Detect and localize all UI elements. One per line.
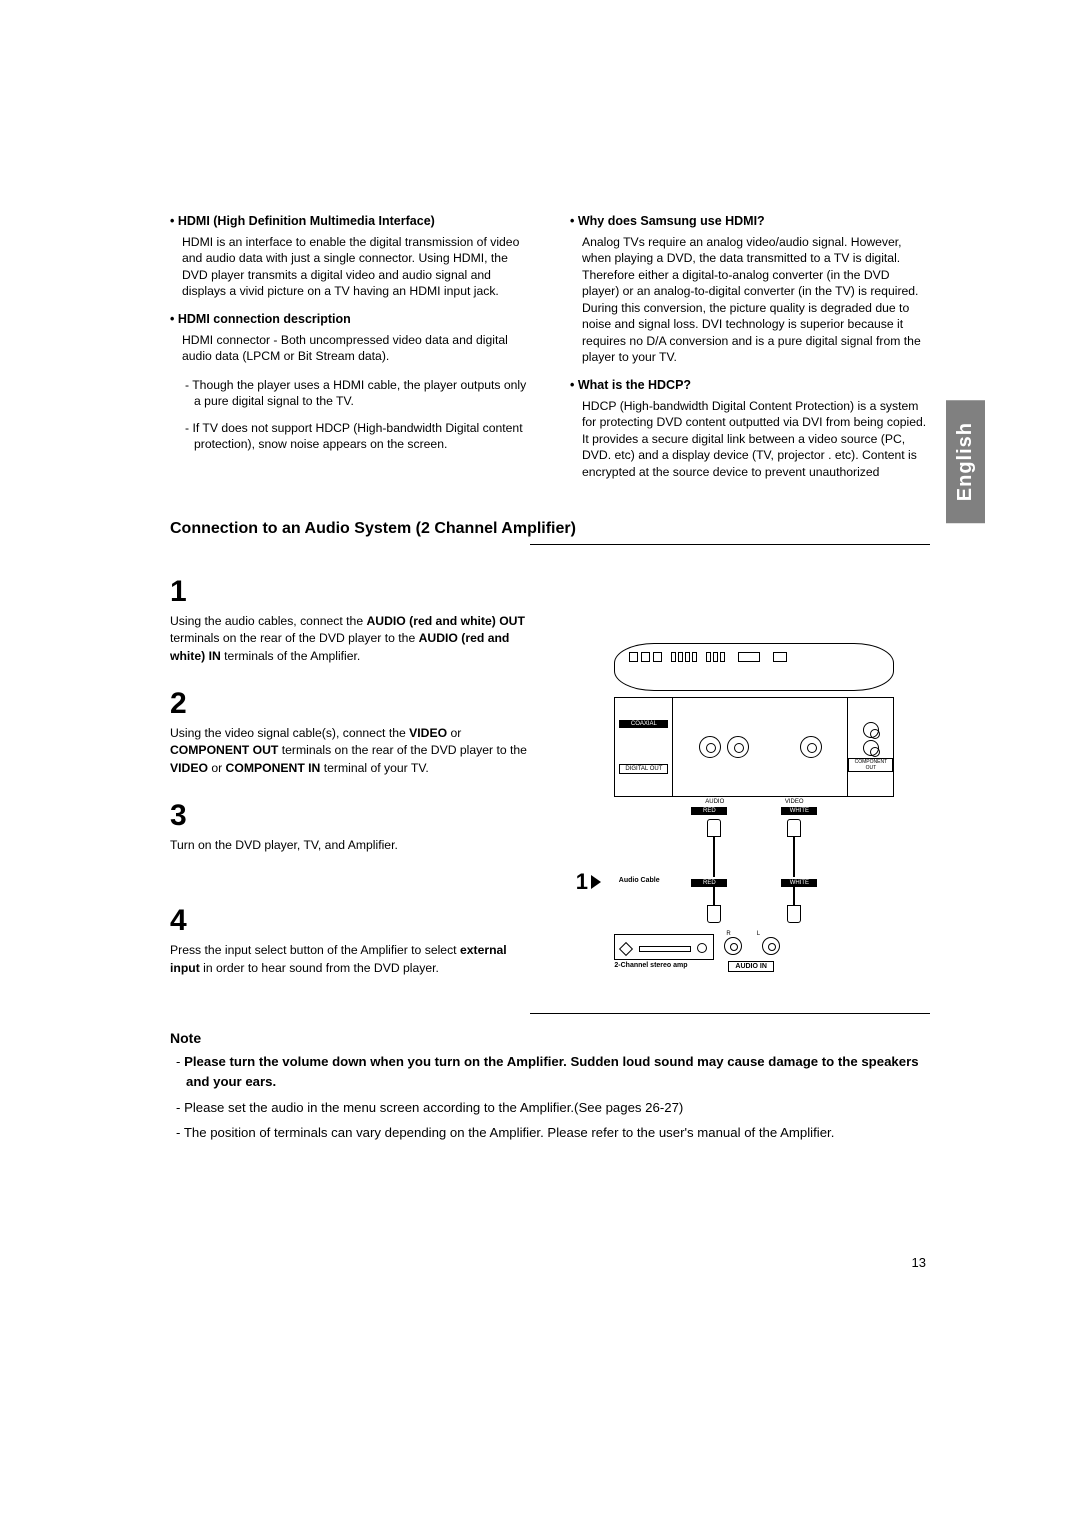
s1e: terminals of the Amplifier. xyxy=(221,649,361,663)
step-3-text: Turn on the DVD player, TV, and Amplifie… xyxy=(170,837,539,854)
hdcp-body: HDCP (High-bandwidth Digital Content Pro… xyxy=(570,398,930,480)
component-out-label: COMPONENT OUT xyxy=(848,758,893,772)
hdmi-conn-heading: HDMI connection description xyxy=(170,312,530,326)
white-label-2: WHITE xyxy=(781,879,817,887)
audio-cable-label: Audio Cable xyxy=(619,877,660,884)
step-1-number: 1 xyxy=(170,575,539,609)
amplifier-icon xyxy=(614,934,714,960)
intro-columns: HDMI (High Definition Multimedia Interfa… xyxy=(170,210,930,492)
red-label-1: RED xyxy=(691,807,727,815)
steps-left: 1 Using the audio cables, connect the AU… xyxy=(170,553,539,977)
right-column: Why does Samsung use HDMI? Analog TVs re… xyxy=(570,210,930,492)
one-text: 1 xyxy=(576,869,588,895)
hdcp-heading: What is the HDCP? xyxy=(570,378,930,392)
step-2-text: Using the video signal cable(s), connect… xyxy=(170,725,539,777)
note-1: Please turn the volume down when you tur… xyxy=(170,1052,930,1092)
s4a: Press the input select button of the Amp… xyxy=(170,943,460,957)
divider-2 xyxy=(530,1013,930,1014)
why-hdmi-heading: Why does Samsung use HDMI? xyxy=(570,214,930,228)
audio-in-label: AUDIO IN xyxy=(728,961,774,972)
s1b: AUDIO (red and white) OUT xyxy=(366,614,524,628)
hdmi-heading: HDMI (High Definition Multimedia Interfa… xyxy=(170,214,530,228)
page-number: 13 xyxy=(912,1255,926,1270)
s1c: terminals on the rear of the DVD player … xyxy=(170,631,419,645)
step-4-number: 4 xyxy=(170,904,539,938)
s1a: Using the audio cables, connect the xyxy=(170,614,366,628)
s2g: or xyxy=(208,761,226,775)
l-label: L xyxy=(757,931,760,937)
cable-bottom xyxy=(614,887,894,923)
digital-out-label: DIGITAL OUT xyxy=(619,764,668,774)
s2h: COMPONENT IN xyxy=(226,761,321,775)
left-column: HDMI (High Definition Multimedia Interfa… xyxy=(170,210,530,492)
s2e: terminals on the rear of the DVD player … xyxy=(278,743,527,757)
note-title: Note xyxy=(170,1030,930,1046)
arrow-right-icon xyxy=(591,875,601,889)
step-4-text: Press the input select button of the Amp… xyxy=(170,942,539,977)
amplifier-row: 2-Channel stereo amp R L AUDIO IN xyxy=(614,929,894,973)
why-hdmi-body: Analog TVs require an analog video/audio… xyxy=(570,234,930,366)
step-2-number: 2 xyxy=(170,687,539,721)
amp-caption: 2-Channel stereo amp xyxy=(614,962,714,969)
s4c: in order to hear sound from the DVD play… xyxy=(200,961,439,975)
connection-diagram: COAXIAL DIGITAL OUT COMPONENT OUT xyxy=(614,643,894,973)
dvd-rear-icon xyxy=(614,643,894,691)
note-3: The position of terminals can vary depen… xyxy=(170,1123,930,1143)
hdmi-conn-body: HDMI connector - Both uncompressed video… xyxy=(170,332,530,365)
hdmi-sub2: If TV does not support HDCP (High-bandwi… xyxy=(170,420,530,453)
r-label: R xyxy=(726,931,730,937)
s2a: Using the video signal cable(s), connect… xyxy=(170,726,409,740)
cable-top xyxy=(614,819,894,877)
s2i: terminal of your TV. xyxy=(320,761,428,775)
page-content: HDMI (High Definition Multimedia Interfa… xyxy=(0,0,1080,1209)
red-label-2: RED xyxy=(691,879,727,887)
white-label-1: WHITE xyxy=(781,807,817,815)
section-title: Connection to an Audio System (2 Channel… xyxy=(170,520,930,538)
coax-label: COAXIAL xyxy=(619,720,668,728)
ports-panel-icon: COAXIAL DIGITAL OUT COMPONENT OUT xyxy=(614,697,894,797)
divider-1 xyxy=(530,544,930,545)
diagram-area: COAXIAL DIGITAL OUT COMPONENT OUT xyxy=(579,553,930,977)
note-2: Please set the audio in the menu screen … xyxy=(170,1098,930,1118)
hdmi-body: HDMI is an interface to enable the digit… xyxy=(170,234,530,300)
steps-area: 1 Using the audio cables, connect the AU… xyxy=(170,553,930,977)
note-1-text: Please turn the volume down when you tur… xyxy=(184,1054,918,1089)
step-1-text: Using the audio cables, connect the AUDI… xyxy=(170,613,539,665)
hdmi-sub1: Though the player uses a HDMI cable, the… xyxy=(170,377,530,410)
video-label: VIDEO xyxy=(785,799,804,805)
s2b: VIDEO xyxy=(409,726,447,740)
s2d: COMPONENT OUT xyxy=(170,743,278,757)
audio-label: AUDIO xyxy=(705,799,724,805)
s2c: or xyxy=(447,726,461,740)
step-1-marker: 1 xyxy=(576,869,601,895)
s2f: VIDEO xyxy=(170,761,208,775)
step-3-number: 3 xyxy=(170,799,539,833)
